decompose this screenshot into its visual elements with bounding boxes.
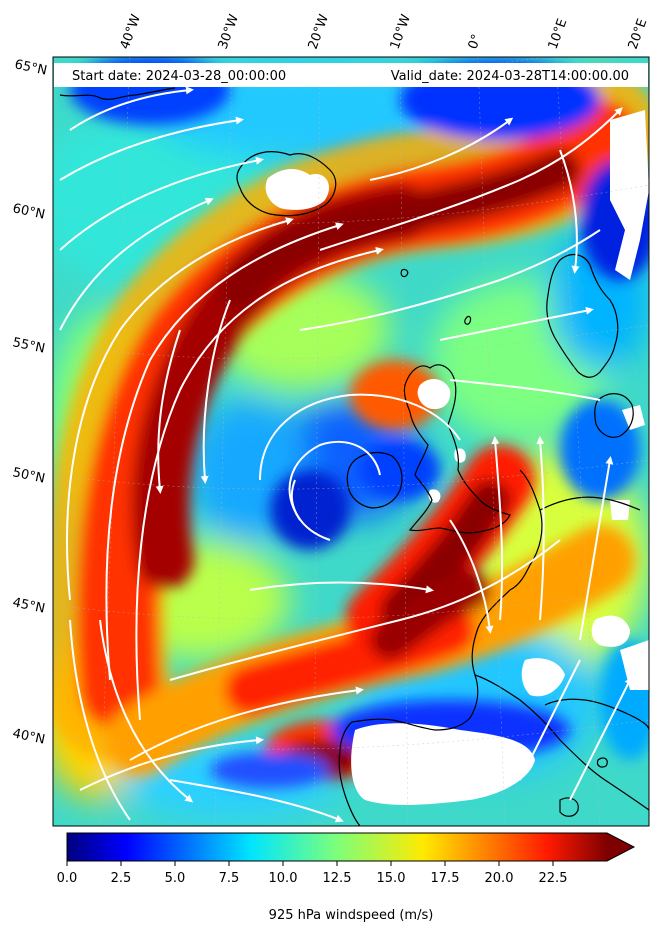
colorbar-tick-label: 2.5 (111, 871, 132, 886)
colorbar-tick-label: 15.0 (377, 871, 406, 886)
colorbar-tick-label: 10.0 (269, 871, 298, 886)
lon-label-30w: 30°W (216, 12, 242, 51)
lat-label-40n: 40°N (11, 726, 46, 747)
lon-label-40w: 40°W (118, 12, 144, 51)
colorbar: 0.0 2.5 5.0 7.5 10.0 12.5 15.0 17.5 20.0 22.5 925… (57, 832, 636, 923)
lat-label-55n: 55°N (11, 335, 46, 356)
lat-label-65n: 65°N (13, 57, 48, 78)
lat-label-45n: 45°N (11, 595, 46, 616)
colorbar-label: 925 hPa windspeed (m/s) (269, 908, 434, 923)
colorbar-tick-label: 12.5 (323, 871, 352, 886)
map-frame (52, 56, 650, 827)
header-strip (54, 63, 648, 87)
start-date-text: Start date: 2024-03-28_00:00:00 (72, 69, 286, 84)
colorbar-tick-label: 22.5 (539, 871, 568, 886)
colorbar-tick-label: 20.0 (485, 871, 514, 886)
lon-label-20w: 20°W (306, 12, 332, 51)
lat-label-60n: 60°N (11, 201, 46, 222)
colorbar-outline (66, 832, 636, 862)
lon-label-0: 0° (466, 32, 485, 51)
lat-label-50n: 50°N (11, 465, 46, 486)
colorbar-ticks: 0.0 2.5 5.0 7.5 10.0 12.5 15.0 17.5 20.0 22.5 (57, 861, 568, 886)
colorbar-tick-label: 17.5 (431, 871, 460, 886)
coastlines (59, 87, 649, 826)
colorbar-tick-label: 5.0 (165, 871, 186, 886)
masked-terrain (265, 110, 649, 805)
lon-label-10w: 10°W (388, 12, 414, 51)
windspeed-field (53, 57, 649, 826)
valid-date-text: Valid_date: 2024-03-28T14:00:00.00 (391, 69, 629, 84)
colorbar-extend-arrow (607, 833, 634, 861)
colorbar-gradient (67, 833, 607, 861)
lon-label-20e: 20°E (626, 17, 651, 52)
lon-label-10e: 10°E (546, 17, 571, 52)
colorbar-tick-label: 0.0 (57, 871, 78, 886)
colorbar-tick-label: 7.5 (219, 871, 240, 886)
wind-streamlines (59, 86, 632, 823)
